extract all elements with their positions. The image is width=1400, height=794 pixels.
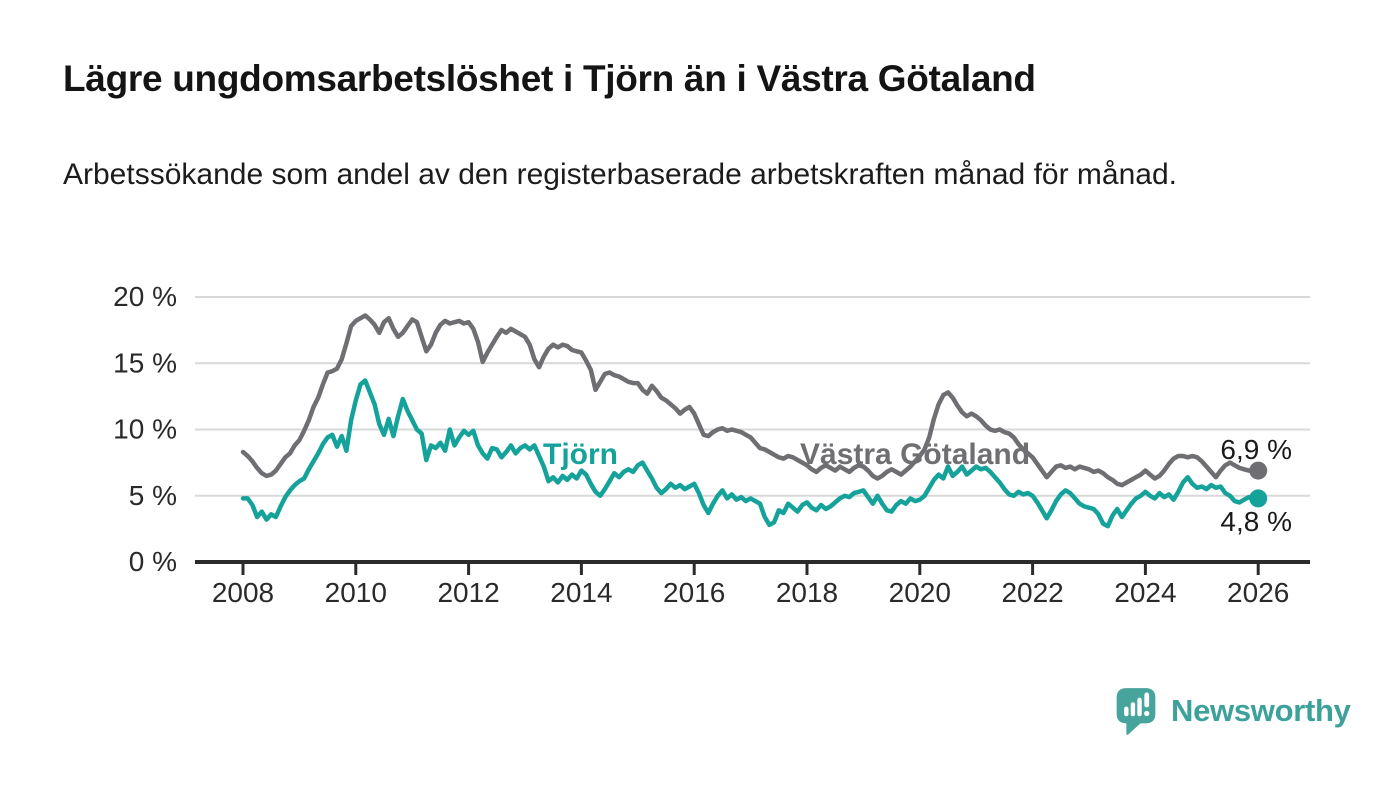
- chart-title: Lägre ungdomsarbetslöshet i Tjörn än i V…: [63, 58, 1036, 99]
- y-tick-label: 0 %: [129, 546, 177, 577]
- series-label-tjorn: Tjörn: [543, 438, 618, 471]
- x-tick-label: 2022: [1001, 577, 1063, 608]
- x-tick-label: 2012: [437, 577, 499, 608]
- x-tick-label: 2016: [663, 577, 725, 608]
- end-value-vastra-gotaland: 6,9 %: [1220, 434, 1292, 465]
- x-tick-label: 2020: [889, 577, 951, 608]
- chart-subtitle: Arbetssökande som andel av den registerb…: [63, 158, 1177, 191]
- series-line-tj-rn: [240, 378, 1261, 529]
- newsworthy-logo-icon: [1116, 688, 1156, 735]
- x-tick-label: 2024: [1114, 577, 1176, 608]
- series-end-dot-v-stra-g-taland: [1249, 461, 1268, 480]
- y-tick-label: 10 %: [113, 414, 177, 445]
- end-value-tjorn: 4,8 %: [1220, 506, 1292, 537]
- series-line-v-stra-g-taland: [240, 313, 1261, 488]
- x-tick-label: 2008: [212, 577, 274, 608]
- y-tick-label: 20 %: [113, 281, 177, 312]
- series-label-vastra-gotaland: Västra Götaland: [800, 438, 1030, 471]
- x-tick-label: 2026: [1227, 577, 1289, 608]
- y-tick-label: 15 %: [113, 347, 177, 378]
- x-tick-label: 2018: [776, 577, 838, 608]
- y-tick-label: 5 %: [129, 480, 177, 511]
- newsworthy-logo-text: Newsworthy: [1171, 693, 1351, 728]
- newsworthy-footer: Newsworthy: [1114, 684, 1351, 738]
- x-tick-label: 2010: [325, 577, 387, 608]
- x-tick-label: 2014: [550, 577, 612, 608]
- series-end-dot-tj-rn: [1249, 489, 1268, 508]
